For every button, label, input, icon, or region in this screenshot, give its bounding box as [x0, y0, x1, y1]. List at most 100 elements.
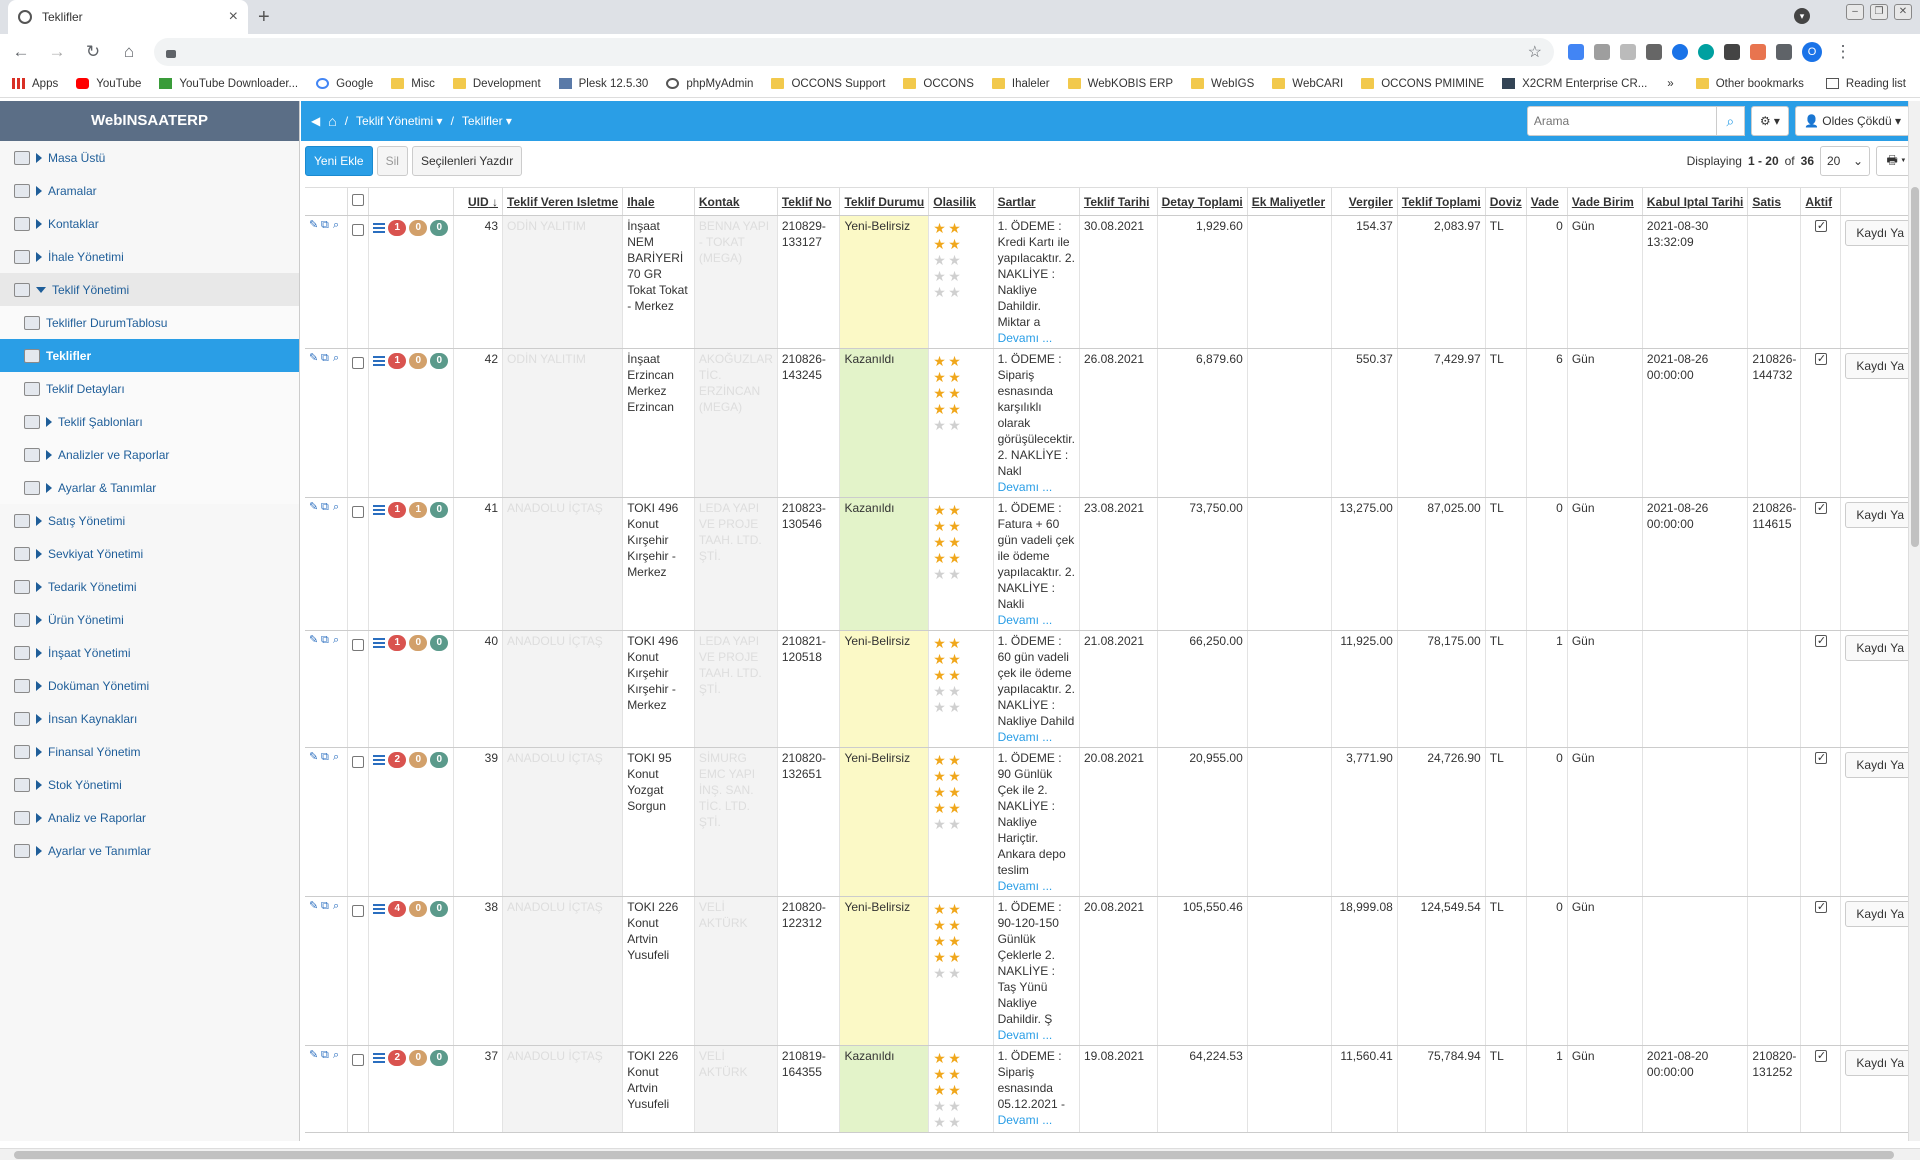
- home-icon[interactable]: ⌂: [123, 42, 135, 61]
- record-button[interactable]: Kaydı Ya: [1845, 353, 1915, 379]
- select-all-checkbox[interactable]: [352, 194, 365, 206]
- active-checkbox[interactable]: [1814, 899, 1827, 915]
- sidebar-item[interactable]: Ayarlar & Tanımlar: [0, 471, 299, 504]
- column-header[interactable]: Doviz: [1485, 187, 1527, 216]
- other-bookmarks[interactable]: Other bookmarks: [1695, 78, 1804, 90]
- search-input[interactable]: [1526, 106, 1717, 136]
- bookmark-misc[interactable]: Misc: [391, 78, 435, 90]
- browser-tab[interactable]: Teklifler ×: [8, 0, 248, 34]
- row-checkbox[interactable]: [352, 224, 365, 236]
- view-icon[interactable]: ⌕: [333, 501, 340, 513]
- row-checkbox[interactable]: [352, 639, 365, 651]
- list-icon[interactable]: [373, 638, 386, 648]
- puzzle-icon[interactable]: [1776, 44, 1792, 60]
- more-link[interactable]: Devamı ...: [997, 1028, 1053, 1042]
- horizontal-scrollbar[interactable]: [0, 1148, 1920, 1160]
- bookmark-ihaleler[interactable]: Ihaleler: [991, 78, 1050, 90]
- record-button[interactable]: Kaydı Ya: [1845, 220, 1915, 246]
- bookmark-youtube[interactable]: YouTube: [76, 78, 141, 90]
- new-tab-icon[interactable]: +: [258, 6, 270, 28]
- sidebar-item[interactable]: Teklif Şablonları: [0, 405, 299, 438]
- address-bar[interactable]: ☆: [154, 38, 1554, 66]
- bookmark-x2crm[interactable]: X2CRM Enterprise CR...: [1502, 78, 1647, 90]
- copy-icon[interactable]: ⧉: [321, 900, 329, 912]
- bookmark-phpmyadmin[interactable]: phpMyAdmin: [666, 78, 753, 90]
- sidebar-item[interactable]: Aramalar: [0, 174, 299, 207]
- close-icon[interactable]: ×: [228, 8, 238, 25]
- record-button[interactable]: Kaydı Ya: [1845, 901, 1915, 927]
- copy-icon[interactable]: ⧉: [321, 219, 329, 231]
- view-icon[interactable]: ⌕: [333, 751, 340, 763]
- edit-icon[interactable]: ✎: [309, 1049, 319, 1061]
- sidebar-item[interactable]: Ürün Yönetimi: [0, 603, 299, 636]
- sidebar-item[interactable]: Kontaklar: [0, 207, 299, 240]
- bookmark-development[interactable]: Development: [452, 78, 541, 90]
- reload-icon[interactable]: ↻: [85, 42, 101, 61]
- column-header[interactable]: Ek Maliyetler: [1247, 187, 1332, 216]
- bookmark-webkobis[interactable]: WebKOBIS ERP: [1067, 78, 1173, 90]
- count-badge[interactable]: 2: [388, 752, 407, 768]
- list-icon[interactable]: [373, 904, 386, 914]
- scroll-thumb[interactable]: [14, 1151, 1894, 1159]
- bookmark-occons-pmimine[interactable]: OCCONS PMIMINE: [1361, 78, 1484, 90]
- view-icon[interactable]: ⌕: [333, 900, 340, 912]
- count-badge[interactable]: 0: [430, 752, 449, 768]
- count-badge[interactable]: 0: [430, 353, 449, 369]
- sidebar-item[interactable]: Satış Yönetimi: [0, 504, 299, 537]
- delete-button[interactable]: Sil: [376, 146, 408, 176]
- count-badge[interactable]: 0: [409, 353, 428, 369]
- column-header[interactable]: Vergiler: [1331, 187, 1398, 216]
- bookmark-webigs[interactable]: WebIGS: [1191, 78, 1254, 90]
- sidebar-item[interactable]: Ayarlar ve Tanımlar: [0, 834, 299, 867]
- row-checkbox[interactable]: [352, 905, 365, 917]
- copy-icon[interactable]: ⧉: [321, 1049, 329, 1061]
- count-badge[interactable]: 0: [430, 502, 449, 518]
- sidebar-item[interactable]: İnşaat Yönetimi: [0, 636, 299, 669]
- count-badge[interactable]: 0: [409, 901, 428, 917]
- record-button[interactable]: Kaydı Ya: [1845, 752, 1915, 778]
- forward-icon[interactable]: →: [48, 42, 66, 61]
- minimize-icon[interactable]: –: [1846, 4, 1864, 20]
- more-link[interactable]: Devamı ...: [997, 331, 1053, 345]
- more-link[interactable]: Devamı ...: [997, 879, 1053, 893]
- count-badge[interactable]: 1: [388, 502, 407, 518]
- active-checkbox[interactable]: [1814, 351, 1827, 367]
- sidebar-item[interactable]: Sevkiyat Yönetimi: [0, 537, 299, 570]
- column-header[interactable]: Detay Toplami: [1157, 187, 1248, 216]
- bookmark-occons-support[interactable]: OCCONS Support: [771, 78, 885, 90]
- sidebar-item[interactable]: Teklif Yönetimi: [0, 273, 299, 306]
- sidebar-item[interactable]: İhale Yönetimi: [0, 240, 299, 273]
- count-badge[interactable]: 0: [430, 901, 449, 917]
- count-badge[interactable]: 1: [388, 635, 407, 651]
- sidebar-item[interactable]: Teklifler DurumTablosu: [0, 306, 299, 339]
- copy-icon[interactable]: ⧉: [321, 634, 329, 646]
- column-header[interactable]: Teklif Tarihi: [1079, 187, 1158, 216]
- sidebar-item[interactable]: Analizler ve Raporlar: [0, 438, 299, 471]
- column-header[interactable]: UID ↓: [453, 187, 504, 216]
- bookmark-apps[interactable]: Apps: [12, 78, 58, 90]
- profile-avatar[interactable]: O: [1802, 42, 1822, 62]
- copy-icon[interactable]: ⧉: [321, 501, 329, 513]
- row-checkbox[interactable]: [352, 1054, 365, 1066]
- sidebar-item[interactable]: Analiz ve Raporlar: [0, 801, 299, 834]
- count-badge[interactable]: 0: [409, 752, 428, 768]
- count-badge[interactable]: 1: [409, 502, 428, 518]
- count-badge[interactable]: 2: [388, 1050, 407, 1066]
- app-brand[interactable]: WebINSAATERP: [0, 101, 299, 141]
- window-close-icon[interactable]: ✕: [1894, 4, 1912, 20]
- list-icon[interactable]: [373, 505, 386, 515]
- user-menu-button[interactable]: 👤 Oldes Çökdü ▾: [1794, 106, 1910, 136]
- row-checkbox[interactable]: [352, 756, 365, 768]
- back-icon[interactable]: ←: [12, 42, 30, 61]
- breadcrumb-teklifler[interactable]: Teklifler ▾: [461, 114, 512, 128]
- row-checkbox[interactable]: [352, 506, 365, 518]
- count-badge[interactable]: 0: [409, 635, 428, 651]
- column-header[interactable]: Vade Birim: [1567, 187, 1643, 216]
- count-badge[interactable]: 0: [409, 1050, 428, 1066]
- extension-teal-icon[interactable]: [1698, 44, 1714, 60]
- scroll-thumb[interactable]: [1911, 187, 1919, 547]
- more-link[interactable]: Devamı ...: [997, 730, 1053, 744]
- column-header[interactable]: Teklif Veren Isletme: [502, 187, 624, 216]
- column-header[interactable]: Olasilik: [928, 187, 994, 216]
- active-checkbox[interactable]: [1814, 218, 1827, 234]
